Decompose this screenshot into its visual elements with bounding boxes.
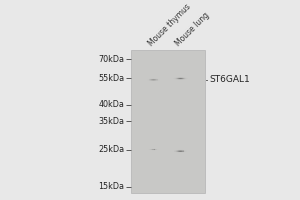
Text: 35kDa: 35kDa [99, 117, 124, 126]
Text: Mouse thymus: Mouse thymus [147, 2, 193, 48]
Text: Mouse lung: Mouse lung [173, 10, 211, 48]
Bar [130, 50, 205, 193]
Text: 55kDa: 55kDa [98, 74, 124, 83]
Text: 15kDa: 15kDa [99, 182, 124, 191]
Text: 70kDa: 70kDa [99, 55, 124, 64]
Text: 25kDa: 25kDa [98, 145, 124, 154]
Text: 40kDa: 40kDa [99, 100, 124, 109]
Text: ST6GAL1: ST6GAL1 [209, 75, 250, 84]
